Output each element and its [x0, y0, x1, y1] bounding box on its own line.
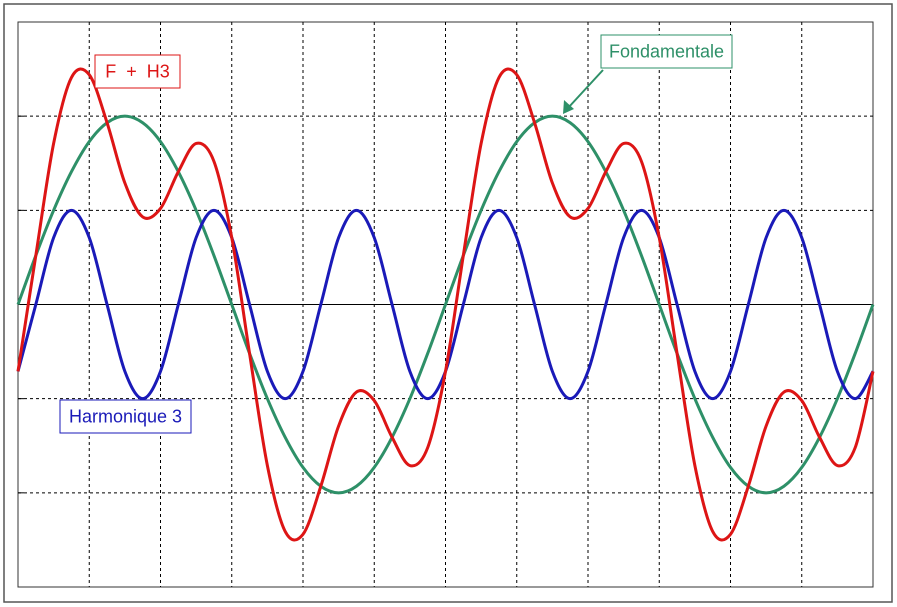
label-box: [59, 399, 192, 434]
label-box: [94, 54, 181, 89]
series-line: [16, 114, 875, 495]
arrow: [567, 69, 604, 109]
series-line: [16, 67, 875, 542]
series-label: F + H3: [105, 61, 170, 81]
series-label: Harmonique 3: [69, 406, 182, 426]
arrowhead: [563, 100, 574, 114]
label-box: [600, 34, 733, 69]
series-label: Fondamentale: [609, 41, 724, 61]
